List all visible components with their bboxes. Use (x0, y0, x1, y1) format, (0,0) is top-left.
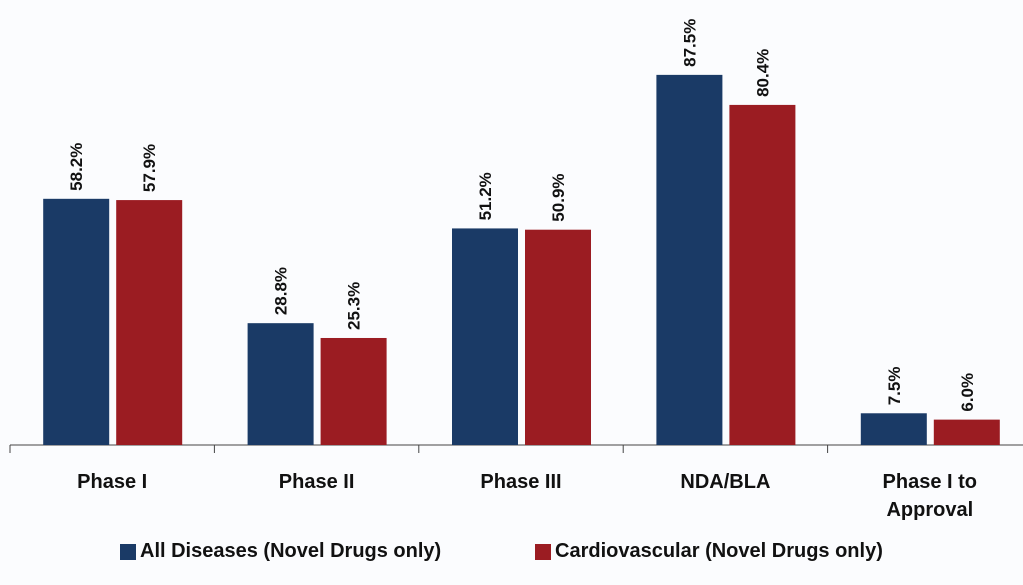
value-label: 6.0% (958, 373, 977, 412)
x-tick-label: NDA/BLA (680, 471, 771, 493)
value-label: 51.2% (476, 172, 495, 220)
x-tick-label: Phase II (278, 471, 355, 493)
x-tick-label: Phase III (480, 471, 562, 493)
legend-swatch (535, 543, 551, 560)
value-label: 58.2% (67, 143, 86, 191)
x-tick-label: Phase I to Approval (882, 471, 978, 521)
bar (525, 229, 591, 445)
bar (320, 337, 387, 445)
bar (729, 104, 796, 446)
bar (860, 413, 927, 445)
value-label: 87.5% (680, 19, 699, 67)
bar (247, 323, 314, 445)
legend-label: Cardiovascular (Novel Drugs only) (555, 540, 883, 562)
bar (116, 200, 183, 445)
legend-label: All Diseases (Novel Drugs only) (140, 540, 442, 562)
bar (933, 419, 1000, 445)
bar (452, 228, 518, 445)
bar (656, 74, 723, 445)
legend-swatch (120, 543, 136, 560)
x-tick-label: Phase I (77, 471, 148, 493)
value-label: 57.9% (140, 144, 159, 192)
value-label: 80.4% (753, 49, 772, 97)
legend-item: Cardiovascular (Novel Drugs only) (535, 540, 883, 563)
value-label: 25.3% (345, 282, 364, 330)
value-label: 50.9% (549, 173, 568, 221)
value-label: 7.5% (885, 367, 904, 406)
legend-item: All Diseases (Novel Drugs only) (120, 540, 441, 563)
value-label: 28.8% (272, 267, 291, 315)
bar (43, 198, 110, 445)
